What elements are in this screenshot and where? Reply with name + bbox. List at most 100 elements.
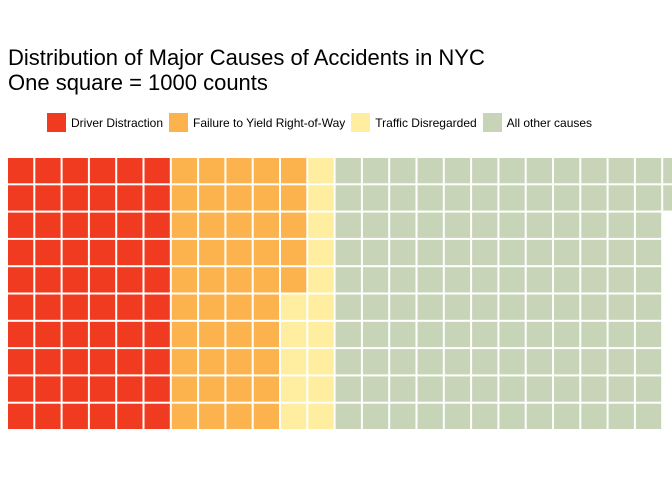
waffle-square-series-0 — [144, 294, 170, 320]
legend-swatch — [169, 113, 189, 132]
waffle-square-series-3 — [390, 185, 416, 211]
waffle-square-series-1 — [171, 376, 198, 402]
waffle-square-series-1 — [253, 267, 279, 293]
waffle-square-series-3 — [635, 239, 662, 266]
waffle-square-series-3 — [335, 158, 361, 184]
waffle-square-series-0 — [35, 349, 61, 375]
waffle-square-series-3 — [335, 239, 361, 266]
waffle-square-series-3 — [444, 158, 471, 184]
waffle-square-series-0 — [89, 376, 116, 402]
waffle-square-series-3 — [608, 185, 634, 211]
waffle-square-series-3 — [335, 321, 361, 348]
waffle-square-series-3 — [581, 158, 607, 184]
waffle-square-series-3 — [362, 212, 389, 238]
waffle-square-series-3 — [444, 403, 471, 429]
waffle-square-series-1 — [253, 212, 279, 238]
legend-item-all-other-causes: All other causes — [482, 113, 592, 132]
waffle-square-series-0 — [144, 267, 170, 293]
waffle-square-series-3 — [554, 349, 580, 375]
waffle-square-series-1 — [171, 321, 198, 348]
waffle-square-series-1 — [171, 349, 198, 375]
waffle-square-series-1 — [226, 267, 252, 293]
waffle-square-series-3 — [472, 212, 498, 238]
waffle-square-series-1 — [171, 294, 198, 320]
waffle-square-series-3 — [417, 212, 443, 238]
waffle-square-series-1 — [253, 403, 279, 429]
waffle-square-series-3 — [444, 349, 471, 375]
waffle-square-series-3 — [472, 294, 498, 320]
waffle-square-series-0 — [117, 267, 143, 293]
waffle-square-series-3 — [581, 185, 607, 211]
waffle-square-series-3 — [417, 376, 443, 402]
waffle-square-series-3 — [335, 349, 361, 375]
waffle-square-series-1 — [226, 294, 252, 320]
waffle-square-series-1 — [253, 376, 279, 402]
waffle-square-series-3 — [554, 376, 580, 402]
waffle-square-series-3 — [390, 321, 416, 348]
waffle-square-series-0 — [35, 212, 61, 238]
waffle-square-series-3 — [444, 376, 471, 402]
waffle-square-series-3 — [472, 267, 498, 293]
waffle-square-series-2 — [308, 185, 334, 211]
legend-item-failure-to-yield: Failure to Yield Right-of-Way — [169, 113, 345, 132]
waffle-square-series-3 — [581, 212, 607, 238]
waffle-square-series-0 — [117, 212, 143, 238]
waffle-square-series-3 — [499, 321, 525, 348]
waffle-square-series-3 — [362, 185, 389, 211]
waffle-square-series-3 — [554, 321, 580, 348]
waffle-square-series-3 — [608, 403, 634, 429]
legend-swatch — [482, 113, 502, 132]
waffle-square-series-3 — [526, 239, 552, 266]
waffle-square-series-3 — [335, 403, 361, 429]
waffle-square-series-3 — [499, 158, 525, 184]
waffle-square-series-0 — [144, 239, 170, 266]
waffle-square-series-1 — [199, 294, 225, 320]
legend-item-driver-distraction: Driver Distraction — [47, 113, 163, 132]
waffle-square-series-3 — [635, 185, 662, 211]
waffle-square-series-3 — [499, 294, 525, 320]
waffle-square-series-1 — [253, 158, 279, 184]
waffle-square-series-3 — [526, 267, 552, 293]
waffle-square-series-3 — [554, 267, 580, 293]
waffle-square-series-2 — [308, 321, 334, 348]
waffle-square-series-3 — [390, 376, 416, 402]
waffle-square-series-0 — [8, 239, 34, 266]
waffle-square-series-3 — [335, 267, 361, 293]
waffle-square-series-0 — [117, 376, 143, 402]
waffle-square-series-2 — [281, 321, 307, 348]
waffle-square-series-0 — [89, 239, 116, 266]
waffle-square-series-0 — [8, 403, 34, 429]
waffle-square-series-0 — [62, 158, 88, 184]
waffle-square-series-2 — [281, 294, 307, 320]
waffle-square-series-2 — [308, 158, 334, 184]
waffle-square-series-0 — [117, 185, 143, 211]
waffle-square-series-3 — [444, 294, 471, 320]
waffle-square-series-0 — [8, 212, 34, 238]
legend-label: Driver Distraction — [71, 115, 164, 130]
legend-item-traffic-disregarded: Traffic Disregarded — [351, 113, 477, 132]
waffle-square-series-1 — [199, 403, 225, 429]
waffle-square-series-0 — [89, 349, 116, 375]
waffle-square-series-3 — [608, 321, 634, 348]
waffle-square-series-3 — [417, 158, 443, 184]
waffle-square-series-0 — [35, 158, 61, 184]
waffle-square-series-0 — [117, 403, 143, 429]
waffle-square-series-3 — [335, 294, 361, 320]
waffle-square-series-3 — [554, 212, 580, 238]
waffle-square-series-3 — [581, 321, 607, 348]
waffle-square-series-1 — [281, 267, 307, 293]
waffle-square-series-1 — [253, 239, 279, 266]
waffle-square-series-3 — [526, 212, 552, 238]
waffle-square-series-0 — [62, 185, 88, 211]
waffle-square-series-0 — [35, 294, 61, 320]
waffle-square-series-0 — [89, 321, 116, 348]
waffle-square-series-3 — [581, 239, 607, 266]
waffle-square-series-3 — [362, 158, 389, 184]
waffle-square-series-3 — [608, 158, 634, 184]
waffle-square-series-3 — [444, 267, 471, 293]
waffle-square-series-1 — [281, 239, 307, 266]
waffle-square-series-1 — [281, 158, 307, 184]
waffle-square-series-0 — [62, 294, 88, 320]
waffle-square-series-3 — [335, 185, 361, 211]
waffle-square-series-0 — [8, 349, 34, 375]
